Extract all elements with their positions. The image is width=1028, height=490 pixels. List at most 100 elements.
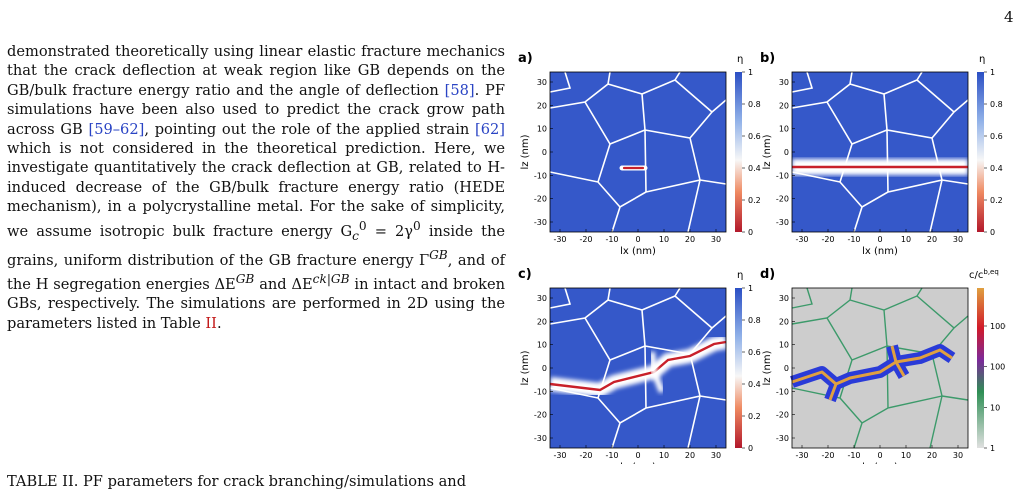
citation[interactable]: [62]	[475, 120, 505, 138]
y-tick-label: 20	[779, 101, 789, 110]
colorbar-tick-label: 0.8	[748, 316, 761, 325]
colorbar-tick-label: 10	[990, 403, 1000, 412]
x-tick-label: 0	[877, 235, 882, 244]
x-tick-label: -20	[579, 451, 592, 460]
panel-b: b)	[760, 51, 969, 233]
figure-crack-simulation: a) b) c) d) η 1 0.8 0.6 0.4 0.2 0 η	[518, 51, 1006, 464]
y-tick-label: -20	[776, 411, 789, 420]
x-axis-label: lx (nm)	[620, 246, 656, 257]
colorbar-tick-label: 0.4	[990, 164, 1003, 173]
x-tick-label: -10	[605, 235, 618, 244]
x-tick-label: 0	[877, 451, 882, 460]
colorbar-eta-a: η 1 0.8 0.6 0.4 0.2 0	[735, 54, 761, 237]
axes-b: -30 -20 -10 0 10 20 30 30 20 10 0 -10 -20 -30 lx (nm) l…	[762, 71, 969, 257]
colorbar-tick-label: 0.2	[748, 412, 761, 421]
y-tick-label: 30	[779, 294, 789, 303]
y-tick-label: -30	[776, 434, 789, 443]
y-tick-label: 30	[779, 78, 789, 87]
colorbar-tick-label: 1	[748, 68, 753, 77]
axes-c: -30 -20 -10 0 10 20 30 30 20 10 0 -10 -20 -30 lx (nm) l…	[520, 287, 727, 464]
table-reference[interactable]: II	[205, 314, 217, 332]
y-tick-label: -10	[534, 171, 547, 180]
svg-text:c/cb,eq: c/cb,eq	[969, 268, 999, 281]
colorbar-tick-label: 0	[990, 228, 995, 237]
axes-a: -30 -20 -10 0 10 20 30 30 20 10 0 -10 -20 -30 lx (nm) l…	[520, 71, 727, 257]
colorbar-tick-label: 0.8	[748, 100, 761, 109]
svg-text:c): c)	[518, 267, 532, 282]
x-tick-label: -30	[795, 235, 808, 244]
citation[interactable]: [58]	[444, 81, 475, 99]
colorbar-eta-b: η 1 0.8 0.6 0.4 0.2 0	[977, 54, 1003, 237]
y-tick-label: 10	[779, 125, 789, 134]
svg-text:η: η	[737, 270, 743, 281]
x-tick-label: -30	[795, 451, 808, 460]
y-axis-label: lz (nm)	[520, 134, 531, 169]
x-axis-label: lx (nm)	[862, 246, 898, 257]
x-axis-label: lx (nm)	[862, 462, 898, 464]
table-caption: TABLE II. PF parameters for crack branch…	[7, 473, 467, 490]
x-tick-label: 0	[635, 451, 640, 460]
x-tick-label: 20	[685, 451, 695, 460]
citation[interactable]: [59–62]	[88, 120, 145, 138]
colorbar-tick-label: 1	[990, 444, 995, 453]
panel-c: c)	[518, 267, 728, 449]
body-text: demonstrated theoretically using linear …	[7, 43, 506, 332]
x-tick-label: 20	[927, 235, 937, 244]
x-tick-label: -20	[579, 235, 592, 244]
y-tick-label: -20	[776, 195, 789, 204]
x-tick-label: 10	[659, 235, 669, 244]
y-tick-label: -20	[534, 195, 547, 204]
x-tick-label: 20	[927, 451, 937, 460]
panel-d: d)	[760, 267, 969, 449]
colorbar-tick-label: 100	[990, 363, 1005, 372]
y-tick-label: 0	[784, 364, 789, 373]
y-tick-label: 10	[537, 125, 547, 134]
x-tick-label: 20	[685, 235, 695, 244]
y-axis-label: lz (nm)	[762, 134, 773, 169]
colorbar-eta-c: η 1 0.8 0.6 0.4 0.2 0	[735, 270, 761, 453]
colorbar-tick-label: 0.6	[748, 132, 761, 141]
y-tick-label: 10	[537, 341, 547, 350]
x-tick-label: -30	[553, 451, 566, 460]
page-number: 4	[1004, 8, 1014, 26]
x-tick-label: -20	[821, 235, 834, 244]
y-tick-label: 20	[537, 317, 547, 326]
panel-a: a)	[518, 51, 727, 233]
x-tick-label: 30	[953, 451, 963, 460]
svg-text:a): a)	[518, 51, 533, 66]
colorbar-tick-label: 1000	[990, 322, 1006, 331]
y-tick-label: 0	[542, 364, 547, 373]
svg-text:η: η	[737, 54, 743, 65]
x-tick-label: -10	[605, 451, 618, 460]
colorbar-tick-label: 0.8	[990, 100, 1003, 109]
x-tick-label: 30	[711, 451, 721, 460]
colorbar-tick-label: 0.6	[990, 132, 1003, 141]
y-axis-label: lz (nm)	[762, 350, 773, 385]
colorbar-concentration-d: c/cb,eq 1000 100 10 1	[969, 268, 1006, 453]
x-tick-label: 0	[635, 235, 640, 244]
svg-text:η: η	[979, 54, 985, 65]
colorbar-tick-label: 0.4	[748, 164, 761, 173]
colorbar-tick-label: 0.6	[748, 348, 761, 357]
x-tick-label: -20	[821, 451, 834, 460]
y-tick-label: 20	[537, 101, 547, 110]
colorbar-tick-label: 0.2	[990, 196, 1003, 205]
y-tick-label: -30	[534, 434, 547, 443]
y-tick-label: -10	[534, 387, 547, 396]
x-tick-label: 30	[711, 235, 721, 244]
colorbar-tick-label: 0	[748, 444, 753, 453]
y-tick-label: 10	[779, 341, 789, 350]
x-axis-label: lx (nm)	[620, 462, 656, 464]
colorbar-tick-label: 1	[748, 284, 753, 293]
y-tick-label: -30	[534, 218, 547, 227]
colorbar-tick-label: 0.2	[748, 196, 761, 205]
x-tick-label: 10	[659, 451, 669, 460]
y-axis-label: lz (nm)	[520, 350, 531, 385]
y-tick-label: -30	[776, 218, 789, 227]
x-tick-label: -10	[847, 235, 860, 244]
y-tick-label: 0	[542, 148, 547, 157]
colorbar-tick-label: 1	[990, 68, 995, 77]
y-tick-label: 0	[784, 148, 789, 157]
colorbar-tick-label: 0.4	[748, 380, 761, 389]
y-tick-label: 30	[537, 294, 547, 303]
